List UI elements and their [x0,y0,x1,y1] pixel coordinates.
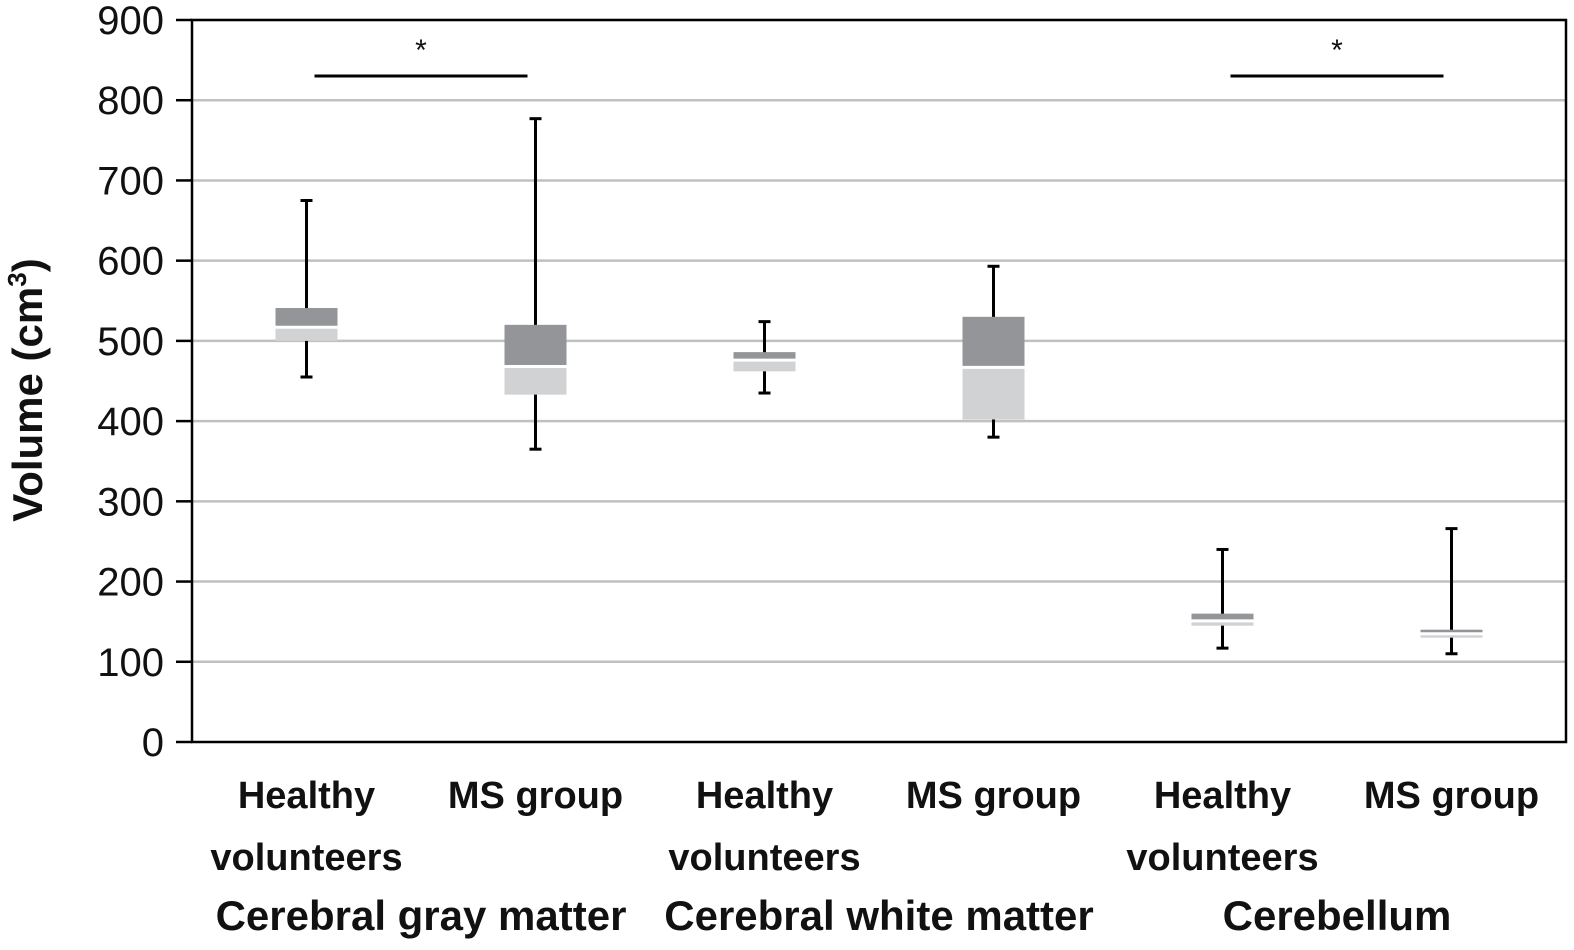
gridlines [192,18,1566,664]
y-tick-label: 300 [97,480,164,524]
category-label-line1: Healthy [1154,775,1291,817]
box-lower [504,366,567,395]
box-upper [1191,613,1254,621]
y-tick-label: 0 [142,721,164,765]
box-lower [1420,633,1483,638]
category-label-line2: volunteers [210,837,402,879]
box-lower [1191,620,1254,626]
y-tick-label: 900 [97,0,164,43]
boxes [275,74,1483,656]
box-upper [733,352,796,361]
y-tick-label: 400 [97,400,164,444]
box-upper [1420,629,1483,634]
box-upper [962,316,1025,368]
box-lower [962,367,1025,420]
y-tick-label: 100 [97,641,164,685]
group-label: Cerebral gray matter [216,892,627,939]
y-tick-label: 200 [97,561,164,605]
group-label: Cerebellum [1223,892,1452,939]
box-lower [275,327,338,341]
category-label-line1: Healthy [238,775,375,817]
box-upper [504,324,567,367]
plot-frame [190,18,1568,744]
box-lower [733,360,796,372]
box-upper [275,307,338,328]
category-label-line1: MS group [448,775,623,817]
category-label-line2: volunteers [1126,837,1318,879]
significance-star: * [1331,34,1343,67]
labels: 0 100 200 300 400 500 600 700 800 900 Healthy volun… [97,0,1539,939]
category-label-line1: MS group [1364,775,1539,817]
axes [176,18,1568,744]
y-tick-label: 500 [97,320,164,364]
y-tick-label: 600 [97,240,164,284]
category-label-line1: MS group [906,775,1081,817]
y-tick-label: 800 [97,79,164,123]
category-label-line1: Healthy [696,775,833,817]
group-label: Cerebral white matter [664,892,1093,939]
significance-star: * [415,34,427,67]
y-tick-label: 700 [97,159,164,203]
category-label-line2: volunteers [668,837,860,879]
y-axis-title: Volume (cm3) [2,258,51,521]
